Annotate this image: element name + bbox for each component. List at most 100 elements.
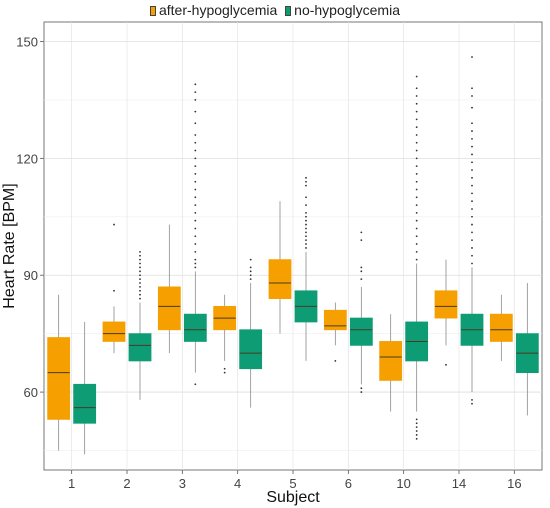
box-no-hypoglycemia-subject-6 (349, 231, 373, 393)
box-iqr (268, 259, 292, 299)
outlier-point (305, 227, 307, 230)
outlier-point (194, 149, 197, 152)
outlier-point (471, 130, 473, 132)
outlier-point (471, 176, 473, 179)
outlier-point (471, 231, 473, 234)
x-axis-label: Subject (266, 489, 320, 506)
outlier-point (113, 223, 115, 226)
box-no-hypoglycemia-subject-5 (294, 176, 318, 361)
outlier-point (194, 204, 197, 206)
box-no-hypoglycemia-subject-2 (128, 250, 152, 400)
outlier-point (415, 437, 418, 440)
outlier-point (415, 243, 418, 245)
outlier-point (194, 99, 197, 101)
outlier-point (471, 254, 473, 257)
outlier-point (471, 106, 473, 109)
outlier-point (305, 219, 307, 222)
outlier-point (223, 367, 226, 370)
outlier-point (139, 250, 141, 253)
outlier-point (194, 180, 197, 183)
outlier-point (305, 176, 307, 179)
outlier-point (249, 278, 252, 281)
outlier-point (139, 262, 141, 265)
outlier-point (139, 289, 141, 292)
outlier-point (305, 196, 307, 199)
outlier-point (194, 173, 197, 175)
outlier-point (471, 208, 473, 210)
outlier-point (194, 266, 197, 269)
outlier-point (305, 243, 307, 245)
legend-swatch-green (285, 6, 292, 16)
outlier-point (415, 87, 418, 90)
outlier-point (415, 426, 418, 429)
box-after-hypoglycemia-subject-1 (47, 294, 71, 451)
outlier-point (194, 262, 197, 265)
outlier-point (194, 165, 197, 168)
outlier-point (194, 110, 197, 113)
outlier-point (139, 258, 141, 261)
axes-layer: 60 90 120 150 1 2 3 4 5 6 10 14 16 (16, 34, 521, 491)
outlier-point (194, 122, 197, 125)
box-no-hypoglycemia-subject-3 (183, 83, 207, 386)
outlier-point (471, 398, 473, 401)
y-tick-label: 150 (16, 34, 38, 49)
outlier-point (360, 270, 363, 273)
outlier-point (194, 258, 197, 261)
outlier-point (415, 227, 418, 230)
outlier-point (194, 219, 197, 222)
outlier-point (194, 83, 197, 86)
outlier-point (249, 258, 252, 261)
legend-item-after-hypoglycemia[interactable]: after-hypoglycemia (149, 2, 278, 18)
outlier-point (471, 262, 473, 265)
outlier-point (194, 383, 197, 386)
outlier-point (415, 418, 418, 421)
outlier-point (360, 239, 363, 242)
outlier-point (139, 278, 141, 281)
outlier-point (139, 254, 141, 257)
outlier-point (139, 274, 141, 277)
box-after-hypoglycemia-subject-4 (213, 294, 237, 374)
x-tick-label: 1 (68, 476, 75, 491)
outlier-point (360, 231, 363, 234)
box-no-hypoglycemia-subject-14 (460, 56, 484, 405)
outlier-point (415, 118, 418, 121)
x-tick-label: 5 (289, 476, 296, 491)
outlier-point (415, 422, 418, 425)
outlier-point (415, 75, 418, 78)
outlier-point (360, 266, 363, 269)
outlier-point (471, 56, 473, 58)
outlier-point (445, 363, 447, 366)
outlier-point (415, 258, 418, 261)
outlier-point (113, 289, 115, 292)
outlier-point (334, 360, 337, 362)
box-iqr (239, 329, 263, 370)
legend-label-after-hypoglycemia: after-hypoglycemia (158, 2, 278, 18)
outlier-point (471, 223, 473, 226)
outlier-point (415, 196, 418, 199)
outlier-point (415, 126, 418, 129)
box-after-hypoglycemia-subject-2 (102, 223, 126, 354)
outlier-point (194, 243, 197, 245)
box-after-hypoglycemia-subject-3 (157, 224, 181, 354)
outlier-point (249, 274, 252, 277)
x-tick-label: 10 (396, 476, 410, 491)
outlier-point (305, 223, 307, 226)
box-iqr (73, 383, 97, 424)
outlier-point (305, 184, 307, 187)
x-tick-label: 16 (507, 476, 521, 491)
outlier-point (305, 180, 307, 183)
box-after-hypoglycemia-subject-5 (268, 201, 292, 334)
x-tick-label: 3 (179, 476, 186, 491)
outlier-point (415, 110, 418, 113)
box-no-hypoglycemia-subject-10 (405, 75, 429, 440)
legend-item-no-hypoglycemia[interactable]: no-hypoglycemia (285, 2, 400, 18)
outlier-point (194, 91, 197, 94)
outlier-point (415, 180, 418, 183)
box-after-hypoglycemia-subject-6 (323, 302, 347, 362)
gridlines (44, 22, 542, 470)
outlier-point (415, 173, 418, 175)
box-no-hypoglycemia-subject-16 (515, 283, 539, 416)
outlier-point (415, 219, 418, 222)
y-tick-label: 120 (16, 151, 38, 166)
